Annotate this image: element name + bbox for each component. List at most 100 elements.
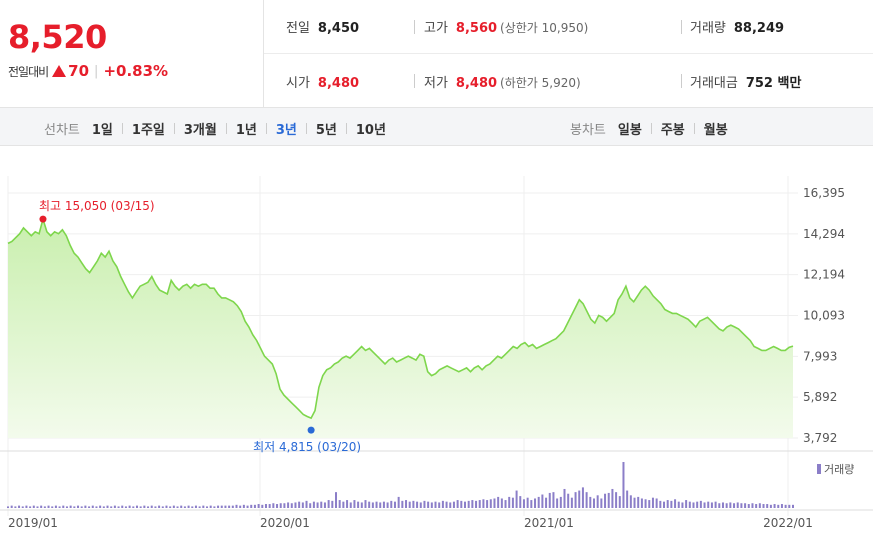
volume-bar (416, 501, 419, 508)
volume-bar (51, 506, 54, 508)
volume-bar (139, 506, 142, 508)
volume-bar (788, 504, 791, 508)
y-tick-label: 10,093 (803, 309, 845, 323)
line-tab-4[interactable]: 3년 (275, 123, 297, 138)
volume-bar (161, 506, 164, 508)
line-tab-6[interactable]: 10년 (355, 123, 386, 138)
volume-bar (62, 505, 65, 508)
x-tick-label: 2020/01 (260, 516, 310, 530)
volume-bar (696, 501, 699, 508)
volume-bar (29, 506, 32, 508)
volume-bar (405, 500, 408, 508)
volume-bar (338, 500, 341, 508)
volume-bar (117, 506, 120, 508)
y-tick-label: 12,194 (803, 268, 845, 282)
candle-tab-0[interactable]: 일봉 (617, 123, 642, 138)
min-marker (307, 426, 315, 434)
volume-bar (77, 505, 80, 508)
change-row: 전일대비 70 | +0.83% (8, 62, 168, 80)
volume-bar (493, 498, 496, 508)
volume-bar (224, 505, 227, 508)
volume-bar (648, 500, 651, 508)
volume-bar (91, 505, 94, 508)
volume-bar (169, 506, 172, 508)
volume-bar (497, 496, 500, 508)
volume-bar (526, 497, 529, 508)
volume-bar (567, 493, 570, 508)
volume-bar (714, 501, 717, 508)
volume-bar (703, 502, 706, 508)
volume-bar (769, 504, 772, 508)
volume-bar (235, 504, 238, 508)
volume-legend-label: 거래량 (824, 463, 854, 476)
volume-bar (666, 500, 669, 508)
volume-bar (128, 505, 131, 508)
line-tab-0[interactable]: 1일 (91, 123, 113, 138)
volume-bar (80, 506, 83, 508)
volume-bar (40, 505, 43, 508)
volume-bar (309, 503, 312, 508)
volume-bar (32, 505, 35, 508)
volume-bar (471, 500, 474, 508)
candle-chart-tabs: 봉차트 일봉 주봉 월봉 (570, 119, 730, 138)
volume-bar (419, 502, 422, 508)
volume-bar (725, 503, 728, 508)
price-line (7, 216, 794, 420)
volume-bar (500, 498, 503, 508)
volume-bar (659, 500, 662, 508)
volume-bar (784, 504, 787, 508)
volume-bar (14, 506, 17, 508)
volume-bar (596, 495, 599, 508)
stat-label: 시가 (286, 75, 310, 91)
lower-limit: (하한가 5,920) (500, 75, 581, 90)
line-tab-2[interactable]: 3개월 (183, 123, 217, 138)
volume-bar (371, 502, 374, 508)
min-note: 최저 4,815 (03/20) (253, 440, 361, 454)
volume-bar (191, 506, 194, 508)
volume-bar (780, 504, 783, 508)
volume-bar (342, 501, 345, 508)
volume-bar (777, 504, 780, 508)
volume-bar (556, 498, 559, 508)
divider (681, 74, 682, 88)
stat-value: 8,480 (317, 75, 360, 91)
candle-tab-2[interactable]: 월봉 (703, 123, 728, 138)
stat-label: 거래량 (690, 21, 726, 36)
y-tick-label: 16,395 (803, 186, 845, 200)
volume-bar (511, 497, 514, 508)
candle-tab-1[interactable]: 주봉 (660, 123, 685, 138)
volume-bar (589, 496, 592, 508)
volume-bar (147, 506, 150, 508)
stat-label: 전일 (286, 21, 310, 36)
volume-bar (559, 496, 562, 508)
max-note: 최고 15,050 (03/15) (39, 199, 155, 213)
tab-divider (121, 123, 123, 134)
volume-bar (242, 504, 245, 508)
volume-bar (150, 505, 153, 508)
candle-chart-label: 봉차트 (570, 123, 606, 138)
stat-low: 저가 8,480 (하한가 5,920) (424, 72, 581, 91)
volume-bar (353, 500, 356, 508)
stat-label: 고가 (424, 21, 448, 36)
volume-bar (73, 506, 76, 508)
line-chart-tabs: 선차트 1일 1주일 3개월 1년 3년 5년 10년 (44, 119, 388, 138)
max-marker (39, 215, 47, 223)
volume-bar (762, 504, 765, 508)
tab-divider (305, 123, 307, 134)
stat-open: 시가 8,480 (286, 72, 359, 91)
x-tick-label: 2021/01 (524, 516, 574, 530)
tab-divider (173, 123, 175, 134)
line-tab-3[interactable]: 1년 (235, 123, 257, 138)
volume-bar (721, 502, 724, 508)
volume-bar (592, 498, 595, 508)
line-tab-5[interactable]: 5년 (315, 123, 337, 138)
change-percent: +0.83% (103, 62, 169, 80)
volume-bar (681, 502, 684, 508)
volume-bar (95, 506, 98, 508)
volume-bar (264, 504, 267, 508)
volume-bar (578, 490, 581, 508)
volume-bar (261, 504, 264, 508)
volume-bar (456, 500, 459, 508)
volume-bar (132, 506, 135, 508)
line-tab-1[interactable]: 1주일 (131, 123, 165, 138)
